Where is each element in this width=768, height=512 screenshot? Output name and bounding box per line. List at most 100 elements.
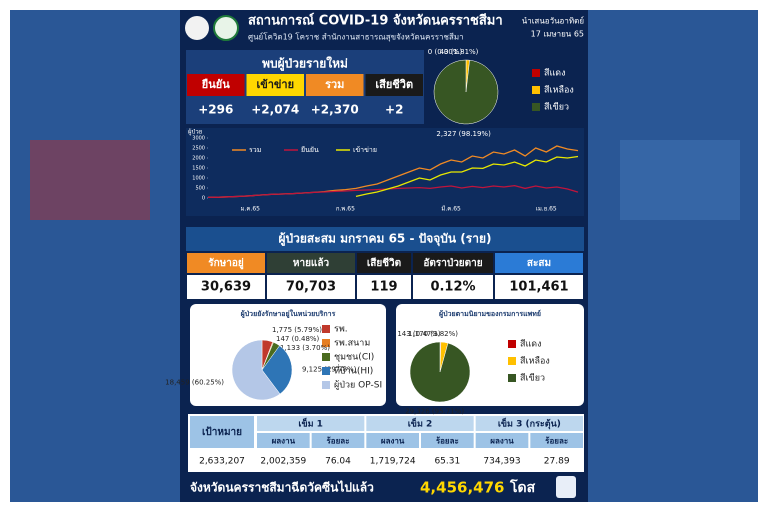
pie-value-label: 0 (0.00%): [428, 48, 463, 56]
vaccine-sub-header: ผลงาน: [272, 437, 296, 446]
legend-label: สีเขียว: [544, 102, 569, 113]
legend-label: เข้าข่าย: [353, 146, 377, 154]
y-tick-label: 1000: [192, 176, 205, 182]
legend-swatch: [532, 69, 540, 77]
new-cases-value-cell: [246, 98, 304, 122]
pie-value-label: 1,170 (3.82%): [408, 330, 458, 338]
new-cases-value: +2,370: [311, 103, 359, 117]
pie-value-label: 2,327 (98.19%): [436, 130, 491, 138]
title: สถานการณ์ COVID-19 จังหวัดนครราชสีมา: [248, 13, 503, 29]
new-cases-value-cell: [187, 98, 245, 122]
legend-label: สีแดง: [520, 339, 542, 350]
legend-label: ผู้ป่วย OP-SI: [334, 380, 382, 391]
line-series: [207, 184, 579, 199]
y-tick-label: 1500: [192, 166, 205, 172]
legend-swatch: [322, 339, 330, 347]
pie-value-label: 29,326 (95.71%): [405, 408, 464, 416]
legend-label: สีแดง: [544, 68, 566, 79]
vaccine-dose-cell: [475, 416, 583, 431]
cumulative-header-cell: [187, 253, 265, 273]
new-cases-header-cell: [187, 74, 245, 96]
vaccine-sub-header: ร้อยละ: [545, 436, 568, 446]
new-cases-title: พบผู้ป่วยรายใหม่: [262, 56, 348, 72]
y-tick-label: 0: [202, 196, 205, 202]
vaccine-sub-cell: [421, 433, 474, 448]
vaccine-dose-header: เข็ม 1: [298, 417, 323, 430]
vaccine-dose-header: เข็ม 2: [408, 417, 433, 430]
y-tick-label: 3000: [192, 136, 205, 142]
vaccine-value: 27.89: [544, 457, 570, 467]
vaccine-value: 2,002,359: [260, 457, 306, 467]
subtitle: ศูนย์โควิด19 โคราช สำนักงานสาธารณสุขจังห…: [248, 32, 464, 43]
treatment-title: ผู้ป่วยยังรักษาอยู่ในหน่วยบริการ: [241, 309, 336, 319]
cumulative-header-cell: [413, 253, 493, 273]
date-note: นำเสนอวันอาทิตย์: [522, 16, 584, 26]
cumulative-value: 70,703: [286, 280, 336, 295]
new-cases-header-cell: [365, 74, 423, 96]
footer-total: 4,456,476: [420, 479, 504, 497]
cumulative-value-cell: [495, 275, 583, 299]
legend-label: สีเหลือง: [544, 85, 574, 96]
vaccine-sub-cell: [530, 433, 583, 448]
vaccine-dose-header: เข็ม 3 (กระตุ้น): [498, 417, 561, 430]
vaccine-dose-cell: [257, 416, 365, 431]
legend-label: สีเขียว: [520, 373, 545, 384]
new-cases-value: +2,074: [251, 103, 299, 117]
new-cases-header-cell: [306, 74, 364, 96]
legend-swatch: [532, 103, 540, 111]
legend-swatch: [508, 357, 516, 365]
y-tick-label: 2500: [192, 146, 205, 152]
cumulative-value-cell: [413, 275, 493, 299]
x-tick-label: ม.ค.65: [241, 206, 261, 213]
cumulative-value-cell: [187, 275, 265, 299]
legend-label: สีเหลือง: [520, 356, 550, 367]
cumulative-header: เสียชีวิต: [367, 257, 401, 269]
vaccine-sub-cell: [475, 433, 529, 448]
pie-value-label: 18,459 (60.25%): [165, 379, 224, 387]
pie-slice: [231, 339, 281, 401]
cumulative-header-cell: [495, 253, 583, 273]
cumulative-header: อัตราป่วยตาย: [423, 257, 482, 269]
vaccine-sub-cell: [366, 433, 419, 448]
vaccine-value: 2,633,207: [199, 457, 245, 467]
new-cases-header: รวม: [325, 78, 344, 91]
vaccine-target-header: เป้าหมาย: [202, 426, 242, 438]
y-tick-label: 2000: [192, 156, 205, 162]
vaccine-target-cell: [190, 416, 254, 448]
severity-title: ผู้ป่วยตามนิยามของกรมการแพทย์: [439, 309, 541, 319]
pie-value-label: 147 (0.48%): [276, 335, 320, 343]
footer-unit: โดส: [509, 478, 536, 496]
cumulative-header: สะสม: [527, 258, 551, 269]
legend-swatch: [322, 367, 330, 375]
legend-swatch: [322, 325, 330, 333]
new-cases-header-cell: [246, 74, 304, 96]
cumulative-header: รักษาอยู่: [208, 257, 244, 270]
blurred-background: [620, 140, 740, 220]
legend-swatch: [508, 374, 516, 382]
pie-slice: [409, 341, 471, 403]
line-series: [355, 155, 579, 198]
trend-box: [186, 128, 584, 216]
date: 17 เมษายน 65: [531, 30, 584, 39]
cumulative-header-cell: [357, 253, 411, 273]
y-axis-label: ผู้ป่วย: [188, 129, 202, 136]
cumulative-value-cell: [357, 275, 411, 299]
legend-label: ชุมชน(CI): [334, 353, 374, 363]
legend-label: รวม: [249, 146, 261, 154]
cumulative-header: หายแล้ว: [293, 257, 330, 269]
legend-swatch: [532, 86, 540, 94]
pie-value-label: 143 (0.47%): [397, 330, 441, 338]
vaccine-value: 1,719,724: [370, 457, 416, 467]
new-cases-value-cell: [365, 98, 423, 122]
x-tick-label: ก.พ.65: [336, 206, 355, 213]
x-tick-label: มี.ค.65: [441, 205, 461, 213]
cumulative-title: ผู้ป่วยสะสม มกราคม 65 - ปัจจุบัน (ราย): [279, 232, 492, 247]
legend-label: ที่บ้าน(HI): [334, 364, 373, 377]
legend-swatch: [508, 340, 516, 348]
legend-swatch: [322, 353, 330, 361]
new-cases-value-cell: [306, 98, 364, 122]
new-cases-value: +296: [198, 103, 233, 117]
cumulative-value-cell: [267, 275, 355, 299]
